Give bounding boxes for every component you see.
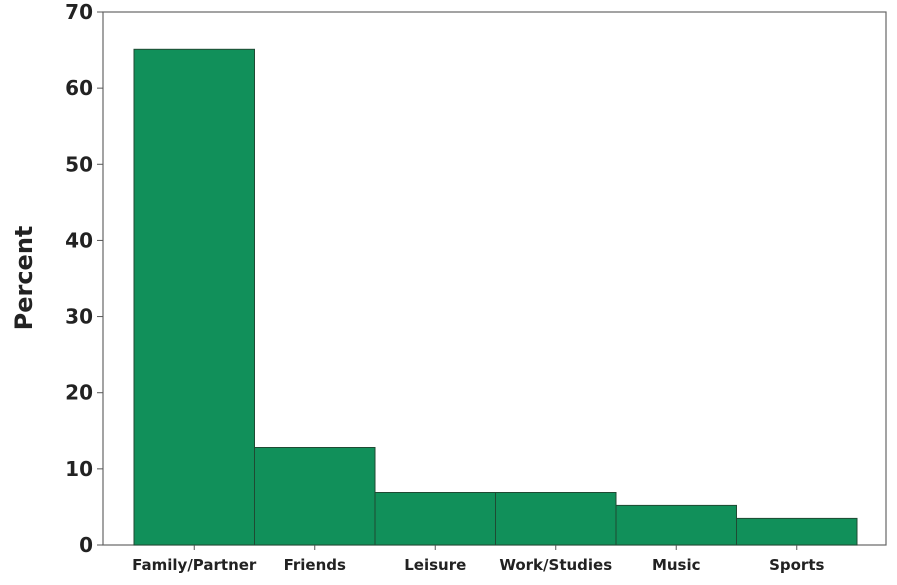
y-tick-label-10: 10 [65,457,93,481]
y-axis: 0 10 20 30 40 50 60 70 [65,0,103,557]
x-axis: Family/Partner Friends Leisure Work/Studies… [132,545,824,574]
y-axis-title: Percent [10,226,38,331]
x-tick-label-family-partner: Family/Partner [132,556,257,574]
x-tick-label-work-studies: Work/Studies [499,556,612,574]
x-tick-label-leisure: Leisure [404,556,466,574]
y-tick-label-50: 50 [65,152,93,176]
bar-sports [736,517,858,546]
y-tick-label-30: 30 [65,305,93,329]
bar-music [615,504,737,546]
x-tick-label-sports: Sports [769,556,824,574]
y-tick-label-20: 20 [65,381,93,405]
x-tick-label-friends: Friends [284,556,346,574]
y-tick-label-0: 0 [79,533,93,557]
bar-leisure [374,492,496,546]
bar-family-partner [133,48,255,546]
bar-friends [254,447,376,546]
bar-work-studies [495,492,617,546]
y-tick-label-70: 70 [65,0,93,24]
y-tick-label-40: 40 [65,228,93,252]
x-tick-label-music: Music [652,556,701,574]
y-tick-label-60: 60 [65,76,93,100]
bars-group [133,48,858,546]
